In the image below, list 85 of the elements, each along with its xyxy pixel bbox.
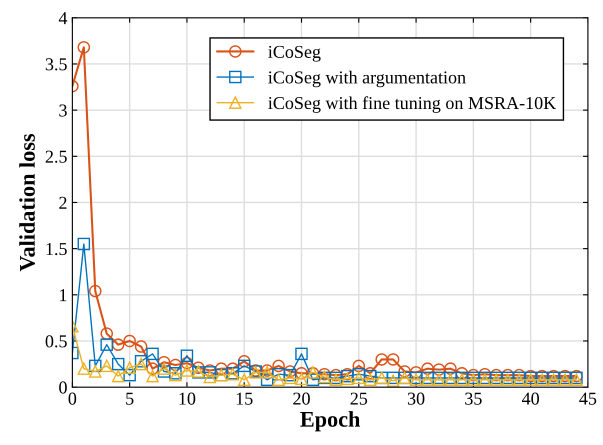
point <box>284 368 296 382</box>
x-tick-label: 20 <box>293 392 310 405</box>
point <box>284 365 296 378</box>
y-tick-label: 1 <box>60 289 66 302</box>
point <box>238 360 250 372</box>
point <box>386 353 400 366</box>
x-tick-label: 10 <box>179 392 196 405</box>
point <box>364 370 376 382</box>
point <box>146 370 159 382</box>
point <box>272 360 285 372</box>
point <box>78 41 90 54</box>
legend-label: iCoSeg <box>268 46 321 62</box>
x-tick-label: 0 <box>68 392 76 405</box>
point <box>341 372 354 386</box>
point <box>180 350 194 362</box>
point <box>410 366 422 379</box>
point <box>112 358 124 370</box>
y-axis-title: Validation loss <box>19 134 35 272</box>
point <box>456 367 468 380</box>
point <box>421 362 434 375</box>
point <box>100 338 113 351</box>
y-tick-label: 3.5 <box>46 58 67 70</box>
point <box>158 362 170 375</box>
point <box>284 372 296 384</box>
point <box>192 362 205 374</box>
point <box>204 370 216 384</box>
y-tick-label: 2 <box>59 196 67 209</box>
point <box>180 364 194 377</box>
point <box>215 362 228 375</box>
y-tick-label: 2.5 <box>46 150 67 163</box>
point <box>260 374 274 386</box>
point <box>318 368 331 380</box>
point <box>364 374 376 386</box>
point <box>146 348 159 360</box>
point <box>352 360 366 372</box>
point <box>180 356 194 370</box>
point <box>432 363 446 376</box>
x-tick-label: 40 <box>522 392 539 405</box>
point <box>89 284 102 298</box>
point <box>398 365 411 378</box>
point <box>364 367 376 380</box>
x-tick-label: 15 <box>236 392 253 405</box>
point <box>112 338 124 351</box>
point <box>134 340 148 353</box>
point <box>89 360 102 372</box>
x-tick-label: 45 <box>579 392 596 405</box>
point <box>134 358 148 370</box>
point <box>226 362 240 375</box>
x-tick-label: 35 <box>465 392 482 405</box>
point <box>238 374 250 386</box>
point <box>295 372 308 386</box>
point <box>89 365 102 378</box>
point <box>375 353 388 366</box>
point <box>146 362 159 375</box>
point <box>158 356 170 368</box>
point <box>272 368 285 380</box>
y-tick-label: 4 <box>58 12 68 24</box>
point <box>123 362 136 374</box>
point <box>295 348 308 360</box>
point <box>112 370 124 382</box>
y-tick-label: 3 <box>59 104 67 117</box>
point <box>78 238 90 250</box>
legend-label: iCoSeg with argumentation <box>268 70 466 88</box>
point <box>100 360 113 372</box>
point <box>386 374 400 387</box>
y-tick-label: 0 <box>59 381 67 394</box>
point <box>123 334 136 348</box>
x-axis-title: Epoch <box>300 411 360 432</box>
point <box>295 367 308 380</box>
y-tick-label: 0.5 <box>46 335 67 348</box>
point <box>238 355 250 368</box>
point <box>123 368 136 382</box>
x-tick-label: 25 <box>350 392 368 405</box>
point <box>78 362 90 375</box>
point <box>272 374 285 386</box>
point <box>444 362 457 375</box>
point <box>386 372 400 384</box>
x-tick-label: 5 <box>126 392 134 405</box>
legend-label: iCoSeg with fine tuning on MSRA-10K <box>268 96 556 113</box>
y-tick-label: 1.5 <box>46 242 67 256</box>
point <box>100 327 113 340</box>
point <box>352 372 366 384</box>
point <box>134 355 148 368</box>
x-tick-label: 30 <box>408 392 424 405</box>
point <box>169 358 182 372</box>
